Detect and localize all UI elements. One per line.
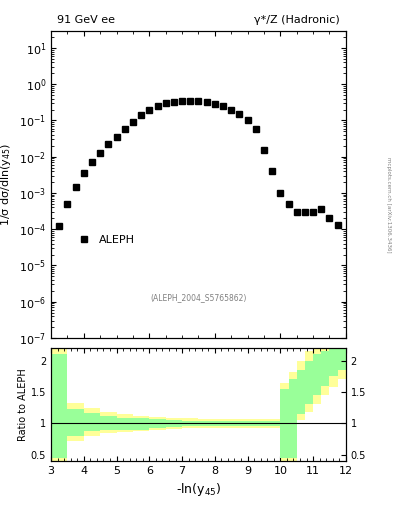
ALEPH — [253, 125, 258, 132]
ALEPH — [90, 159, 94, 165]
ALEPH — [114, 134, 119, 140]
ALEPH — [278, 190, 283, 196]
ALEPH — [123, 125, 127, 132]
ALEPH — [286, 201, 291, 207]
Text: (ALEPH_2004_S5765862): (ALEPH_2004_S5765862) — [150, 293, 247, 303]
ALEPH — [163, 100, 168, 106]
ALEPH — [319, 206, 324, 212]
ALEPH — [229, 106, 233, 113]
ALEPH — [270, 168, 275, 174]
ALEPH — [204, 99, 209, 105]
ALEPH — [221, 103, 226, 109]
ALEPH — [180, 98, 184, 104]
ALEPH — [98, 150, 103, 156]
ALEPH — [311, 209, 316, 215]
ALEPH — [196, 98, 201, 104]
Y-axis label: 1/σ dσ/dln(y$_{45}$): 1/σ dσ/dln(y$_{45}$) — [0, 143, 13, 226]
Text: mcplots.cern.ch [arXiv:1306.3436]: mcplots.cern.ch [arXiv:1306.3436] — [386, 157, 391, 252]
ALEPH — [327, 215, 332, 221]
ALEPH — [73, 183, 78, 189]
X-axis label: -ln(y$_{45}$): -ln(y$_{45}$) — [176, 481, 221, 498]
ALEPH — [245, 117, 250, 123]
ALEPH — [139, 112, 143, 118]
ALEPH — [303, 209, 307, 215]
ALEPH — [106, 141, 111, 147]
Text: 91 GeV ee: 91 GeV ee — [57, 14, 115, 25]
ALEPH — [65, 201, 70, 207]
Y-axis label: Ratio to ALEPH: Ratio to ALEPH — [18, 368, 28, 441]
ALEPH — [172, 99, 176, 105]
ALEPH — [57, 223, 62, 229]
ALEPH — [81, 170, 86, 176]
ALEPH — [262, 147, 266, 154]
ALEPH — [213, 101, 217, 107]
ALEPH — [188, 98, 193, 104]
Legend: ALEPH: ALEPH — [68, 230, 139, 249]
ALEPH — [130, 119, 135, 125]
Text: γ*/Z (Hadronic): γ*/Z (Hadronic) — [254, 14, 340, 25]
Line: ALEPH: ALEPH — [57, 98, 340, 229]
ALEPH — [294, 209, 299, 215]
ALEPH — [155, 103, 160, 109]
ALEPH — [237, 111, 242, 117]
ALEPH — [147, 108, 152, 114]
ALEPH — [335, 222, 340, 228]
